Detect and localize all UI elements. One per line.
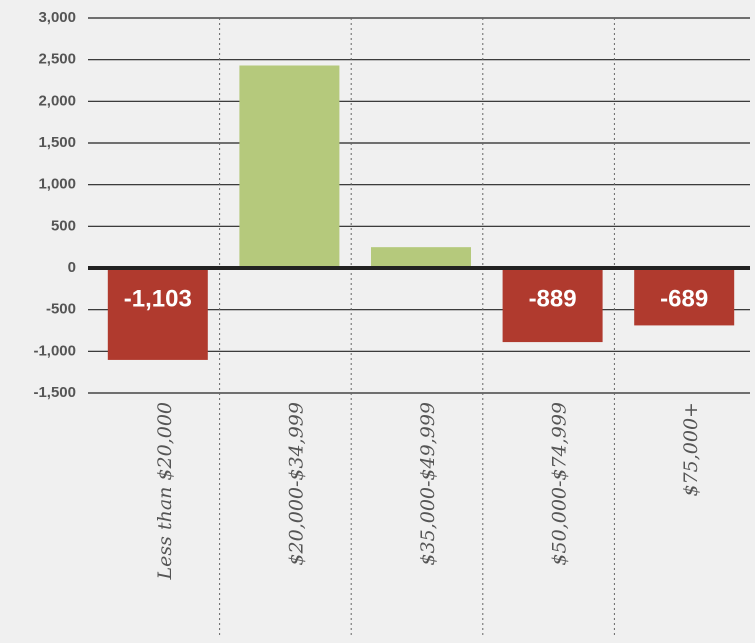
bar <box>371 247 471 268</box>
x-tick-label: $35,000-$49,999 <box>417 402 439 566</box>
y-tick-label: 0 <box>68 259 76 276</box>
y-tick-label: 1,500 <box>38 134 76 151</box>
y-tick-label: -1,000 <box>33 342 76 359</box>
x-tick-label: Less than $20,000 <box>154 402 176 580</box>
value-label: -889 <box>529 285 577 312</box>
x-tick-label: $20,000-$34,999 <box>285 402 307 566</box>
bar <box>634 268 735 326</box>
value-label: -689 <box>660 285 708 312</box>
y-tick-label: 1,000 <box>38 176 76 193</box>
x-tick-label: $75,000+ <box>680 402 702 497</box>
bar <box>107 268 208 360</box>
x-tick-label: $50,000-$74,999 <box>549 402 571 566</box>
y-tick-label: 2,500 <box>38 51 76 68</box>
bar <box>502 268 603 343</box>
bar <box>239 65 340 268</box>
y-tick-label: 2,000 <box>38 92 76 109</box>
y-tick-label: -1,500 <box>33 384 76 401</box>
value-label: -1,103 <box>124 285 192 312</box>
y-tick-label: 3,000 <box>38 9 76 26</box>
y-tick-label: 500 <box>51 217 76 234</box>
y-tick-label: -500 <box>46 301 76 318</box>
